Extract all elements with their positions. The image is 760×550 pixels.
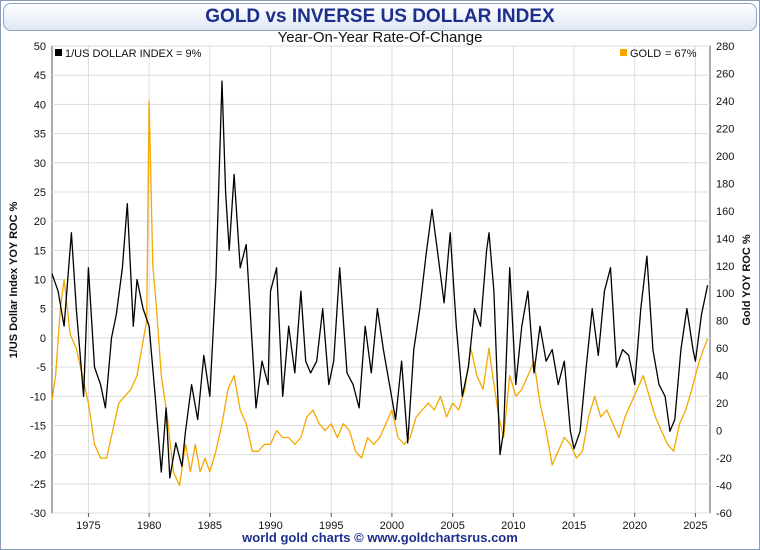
left-tick-label: -5 [36,362,46,374]
left-axis-label: 1/US Dollar Index YOY ROC % [8,201,20,358]
x-tick-label: 2010 [501,520,525,532]
legend-gold-value: = 67% [665,48,697,60]
left-axis-ticks: -30 -25 -20 -15 -10 -5 0 5 10 15 20 25 30 35 40 45 50 [30,41,46,520]
left-tick-label: 40 [34,99,46,111]
legend-usd: 1/US DOLLAR INDEX = 9% [55,48,202,60]
right-tick-label: 200 [716,151,734,163]
right-tick-label: 80 [716,316,728,328]
x-tick-label: 1990 [258,520,282,532]
chart-subtitle: Year-On-Year Rate-Of-Change [277,29,483,46]
legend-gold: GOLD = 67% [620,48,697,60]
right-tick-label: 140 [716,233,734,245]
x-tick-label: 2005 [440,520,464,532]
right-tick-label: 120 [716,261,734,273]
chart-footer: world gold charts © www.goldchartsrus.co… [242,530,518,545]
x-tick-label: 2020 [622,520,646,532]
right-axis-ticks: -60 -40 -20 0 20 40 60 80 100 120 140 160 180 200 220 2… [716,41,734,520]
left-tick-label: 25 [34,187,46,199]
right-tick-label: 180 [716,178,734,190]
right-tick-label: -20 [716,453,732,465]
right-tick-label: 160 [716,206,734,218]
right-tick-label: 20 [716,398,728,410]
left-tick-label: -25 [30,479,46,491]
left-tick-label: 35 [34,129,46,141]
title-bar: GOLD vs INVERSE US DOLLAR INDEX [3,3,757,31]
x-tick-label: 1995 [319,520,343,532]
left-tick-label: 5 [40,304,46,316]
left-tick-label: 15 [34,245,46,257]
right-tick-label: 220 [716,123,734,135]
right-axis-label: Gold YOY ROC % [741,234,753,325]
left-tick-label: 20 [34,216,46,228]
right-tick-label: 260 [716,68,734,80]
x-tick-label: 1980 [137,520,161,532]
right-tick-label: 280 [716,41,734,53]
grid-lines [52,45,710,514]
left-tick-label: 30 [34,158,46,170]
legend-gold-swatch [620,49,627,56]
x-tick-label: 1985 [198,520,222,532]
x-tick-label: 2025 [683,520,707,532]
left-tick-label: 50 [34,41,46,53]
chart-title: GOLD vs INVERSE US DOLLAR INDEX [205,6,555,27]
legend-usd-value: = 9% [176,48,202,60]
right-tick-label: 60 [716,343,728,355]
legend-gold-label: GOLD [630,48,661,60]
right-tick-label: 0 [716,426,722,438]
x-tick-label: 1975 [76,520,100,532]
right-tick-label: 40 [716,371,728,383]
legend-usd-label: 1/US DOLLAR INDEX [65,48,174,60]
left-tick-label: 45 [34,70,46,82]
left-tick-label: -15 [30,420,46,432]
x-axis-ticks: 1975 1980 1985 1990 1995 2000 2005 2010 2015 2020… [76,513,708,532]
legend-usd-swatch [55,49,62,56]
right-tick-label: -60 [716,508,732,520]
right-tick-label: 240 [716,96,734,108]
left-tick-label: -20 [30,450,46,462]
left-tick-label: -10 [30,391,46,403]
series-group [51,80,709,487]
x-tick-label: 2000 [380,520,404,532]
left-tick-label: 0 [40,333,46,345]
left-tick-label: -30 [30,508,46,520]
right-tick-label: 100 [716,288,734,300]
usd-series-line [51,80,709,479]
right-tick-label: -40 [716,481,732,493]
x-tick-label: 2015 [562,520,586,532]
gold-series-line [51,100,709,487]
left-tick-label: 10 [34,275,46,287]
